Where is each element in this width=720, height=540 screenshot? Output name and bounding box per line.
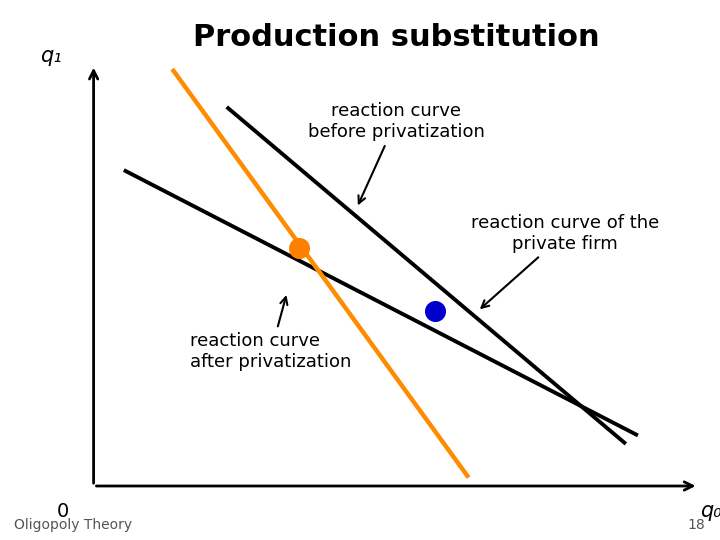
Text: reaction curve
after privatization: reaction curve after privatization xyxy=(190,297,352,370)
Text: 0: 0 xyxy=(57,502,70,521)
Text: q₀: q₀ xyxy=(700,501,720,521)
Text: 18: 18 xyxy=(688,518,706,532)
Point xyxy=(430,307,441,315)
Text: reaction curve of the
private firm: reaction curve of the private firm xyxy=(471,214,660,308)
Text: q₁: q₁ xyxy=(40,46,62,66)
Point xyxy=(294,244,305,252)
Text: Production substitution: Production substitution xyxy=(193,23,599,52)
Text: Oligopoly Theory: Oligopoly Theory xyxy=(14,518,132,532)
Text: reaction curve
before privatization: reaction curve before privatization xyxy=(307,102,485,204)
